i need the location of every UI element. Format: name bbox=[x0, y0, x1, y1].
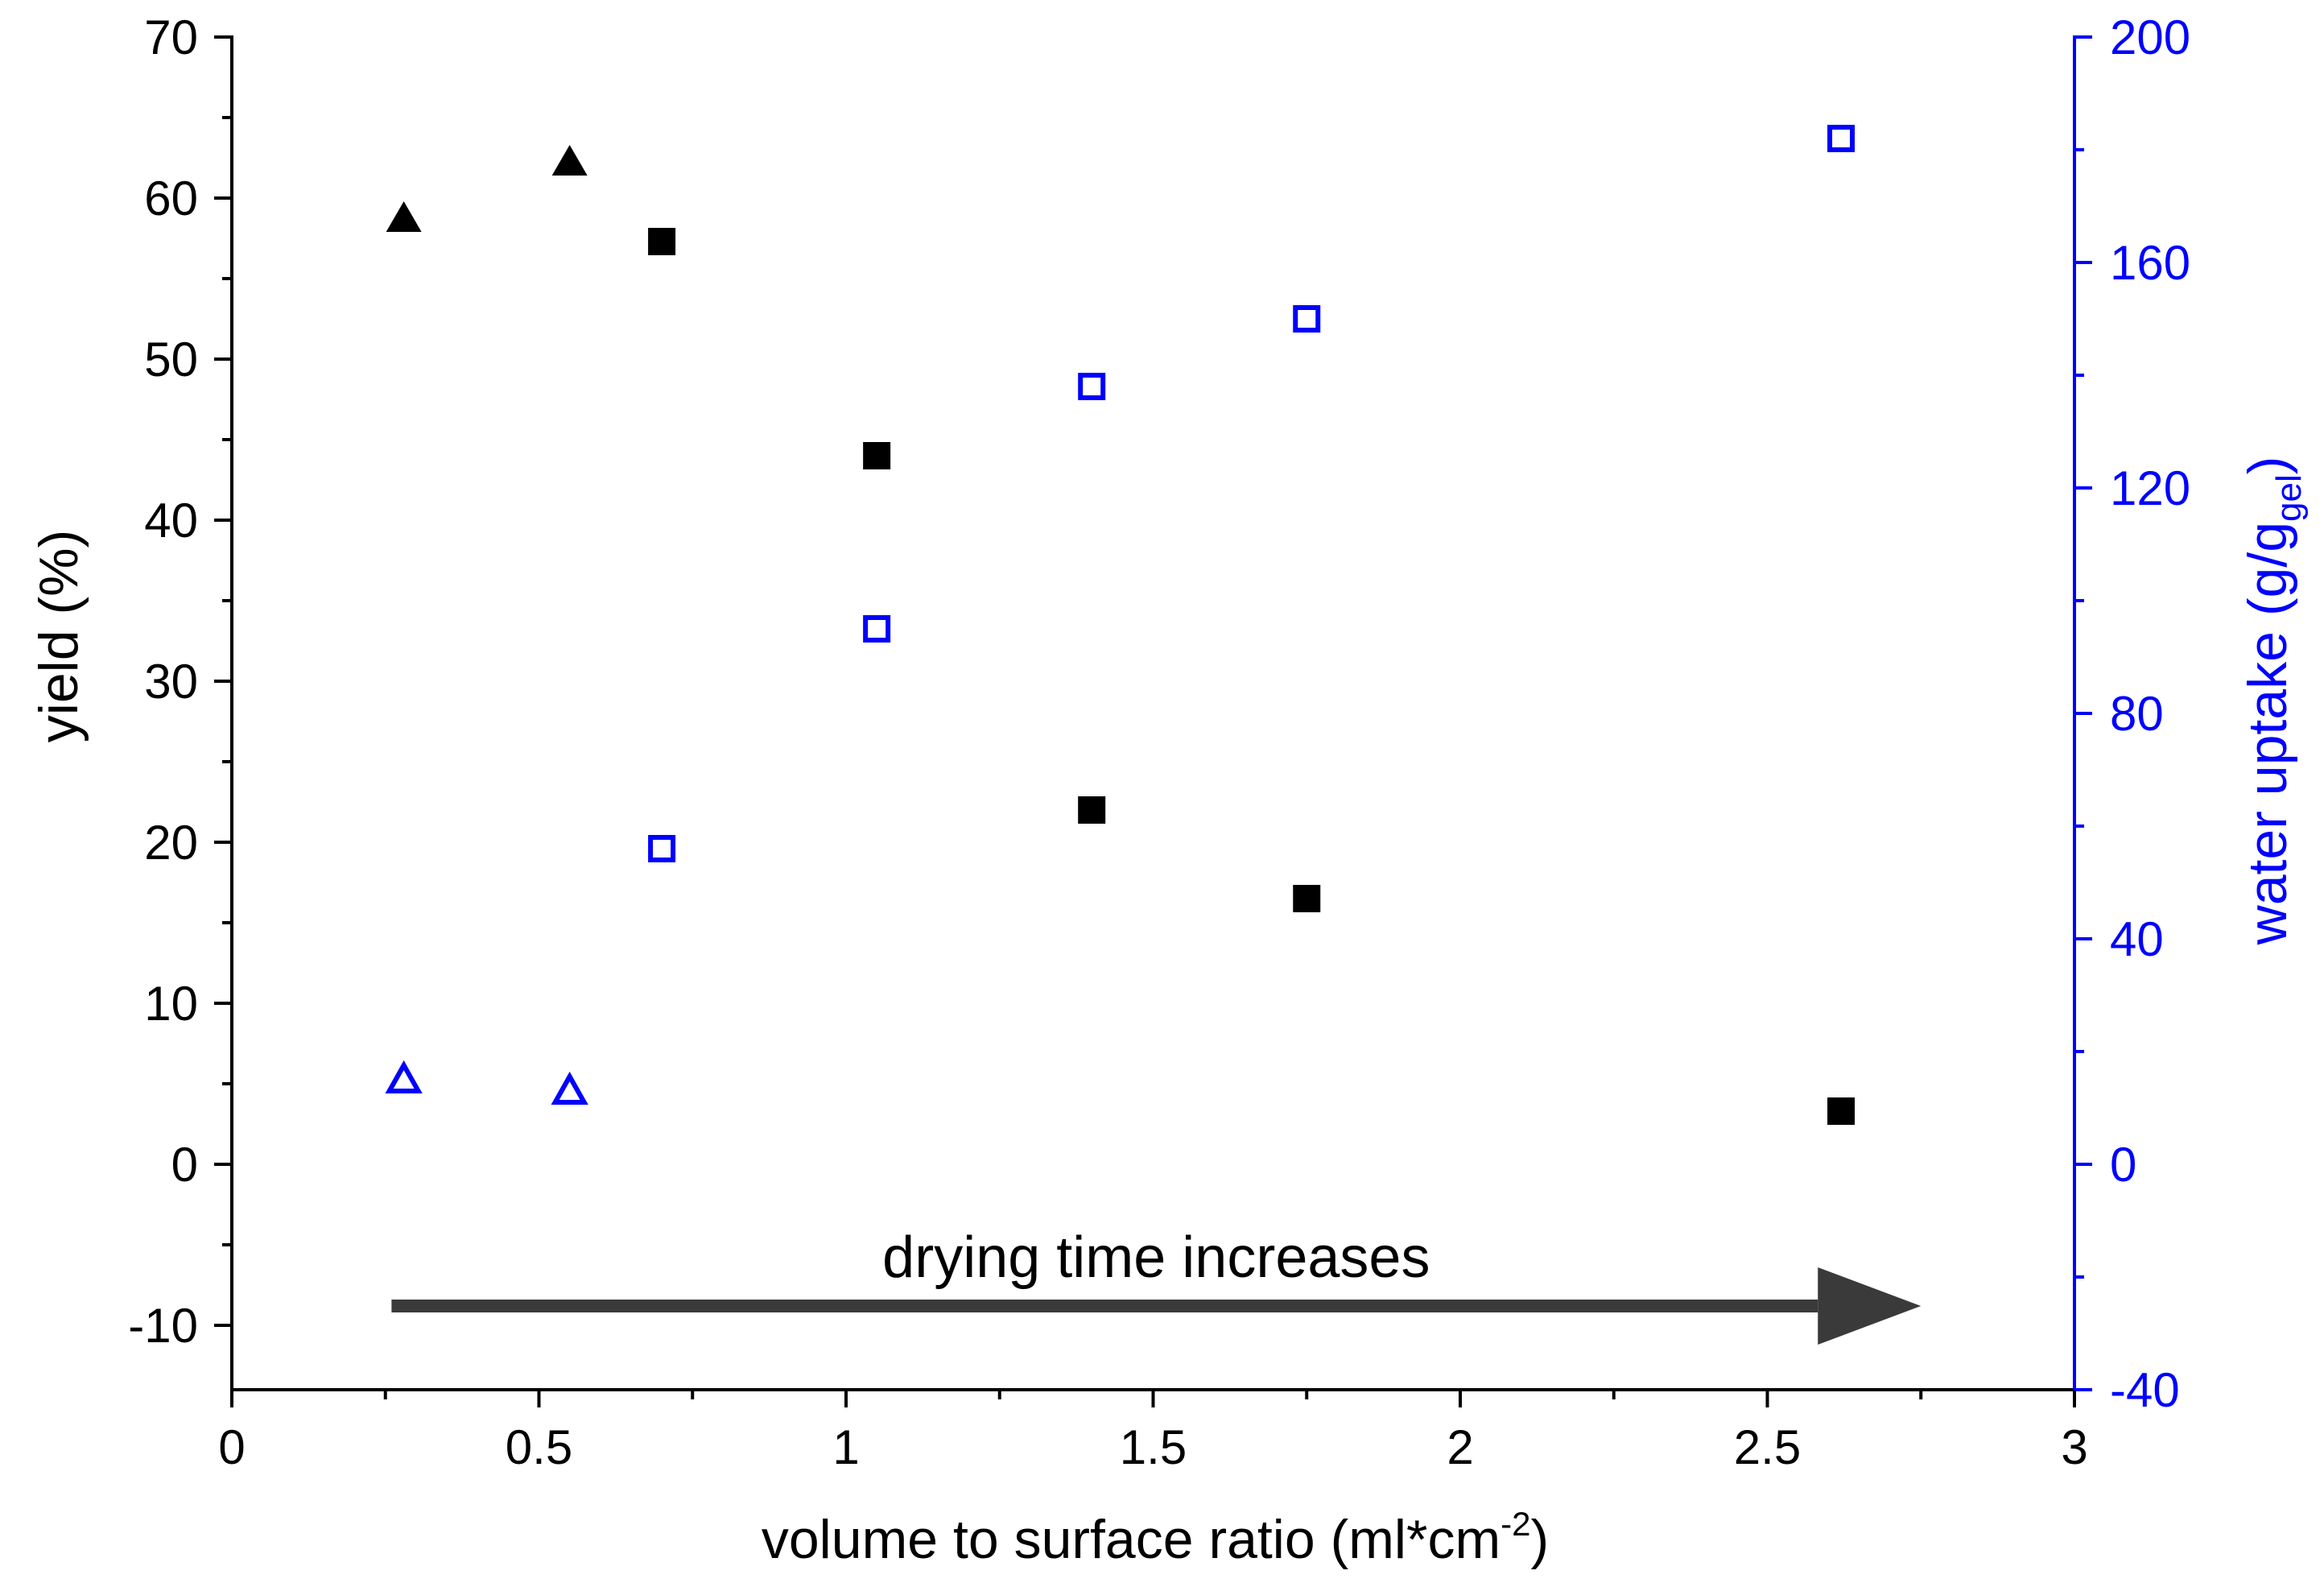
yield-square-point bbox=[1078, 796, 1106, 824]
water-uptake-square-point bbox=[648, 835, 676, 862]
y-left-tick-label: 10 bbox=[144, 977, 198, 1031]
yield-triangle-point bbox=[551, 145, 588, 176]
annotation-arrow-head bbox=[1818, 1267, 1922, 1345]
x-tick-label: 1 bbox=[832, 1420, 859, 1474]
x-tick-label: 2 bbox=[1447, 1420, 1473, 1474]
y-left-tick-label: 60 bbox=[144, 172, 198, 225]
water-uptake-square-point bbox=[1827, 125, 1855, 152]
y-left-tick-label: -10 bbox=[128, 1299, 198, 1353]
water-uptake-triangle-point bbox=[385, 1060, 423, 1093]
water-uptake-square-point bbox=[1078, 373, 1106, 400]
axis-tick-labels: 0 0.5 1 1.5 2 2.5 3 -10 0 10 20 30 40 50 60 70 -40 0 40 80 1… bbox=[128, 10, 2190, 1474]
y-right-axis-title: water uptake (g/ggel) bbox=[2237, 457, 2309, 946]
y-left-tick-label: 50 bbox=[144, 333, 198, 386]
y-right-tick-label: 80 bbox=[2110, 687, 2164, 741]
x-axis-title: volume to surface ratio (ml*cm-2) bbox=[762, 1505, 1549, 1570]
data-markers bbox=[385, 125, 1855, 1125]
axis-ticks bbox=[214, 35, 2092, 1407]
y-right-tick-label: -40 bbox=[2110, 1363, 2180, 1417]
water-uptake-square-point bbox=[863, 615, 891, 643]
yield-square-point bbox=[1293, 885, 1321, 912]
yield-square-point bbox=[1827, 1097, 1855, 1125]
x-tick-label: 0 bbox=[218, 1420, 245, 1474]
water-uptake-triangle-point bbox=[551, 1071, 588, 1105]
y-right-tick-label: 200 bbox=[2110, 10, 2190, 64]
y-left-tick-label: 70 bbox=[144, 10, 198, 64]
water-uptake-square-point bbox=[1293, 305, 1321, 333]
yield-square-point bbox=[863, 442, 891, 469]
axes-frame bbox=[230, 35, 2076, 1391]
y-right-tick-label: 160 bbox=[2110, 236, 2190, 290]
y-left-tick-label: 0 bbox=[171, 1138, 198, 1192]
x-tick-label: 0.5 bbox=[506, 1420, 572, 1474]
yield-triangle-point bbox=[386, 201, 422, 232]
x-tick-label: 1.5 bbox=[1120, 1420, 1187, 1474]
yield-square-point bbox=[648, 228, 676, 255]
annotation-text: drying time increases bbox=[882, 1225, 1430, 1290]
annotation: drying time increases bbox=[391, 1225, 1922, 1345]
x-tick-label: 3 bbox=[2061, 1420, 2087, 1474]
y-left-tick-label: 30 bbox=[144, 655, 198, 709]
y-left-axis-title: yield (%) bbox=[28, 530, 89, 743]
y-right-tick-label: 40 bbox=[2110, 912, 2164, 966]
y-right-tick-label: 120 bbox=[2110, 461, 2190, 515]
y-left-tick-label: 40 bbox=[144, 494, 198, 548]
y-left-tick-label: 20 bbox=[144, 816, 198, 870]
y-right-tick-label: 0 bbox=[2110, 1138, 2136, 1192]
x-tick-label: 2.5 bbox=[1734, 1420, 1801, 1474]
